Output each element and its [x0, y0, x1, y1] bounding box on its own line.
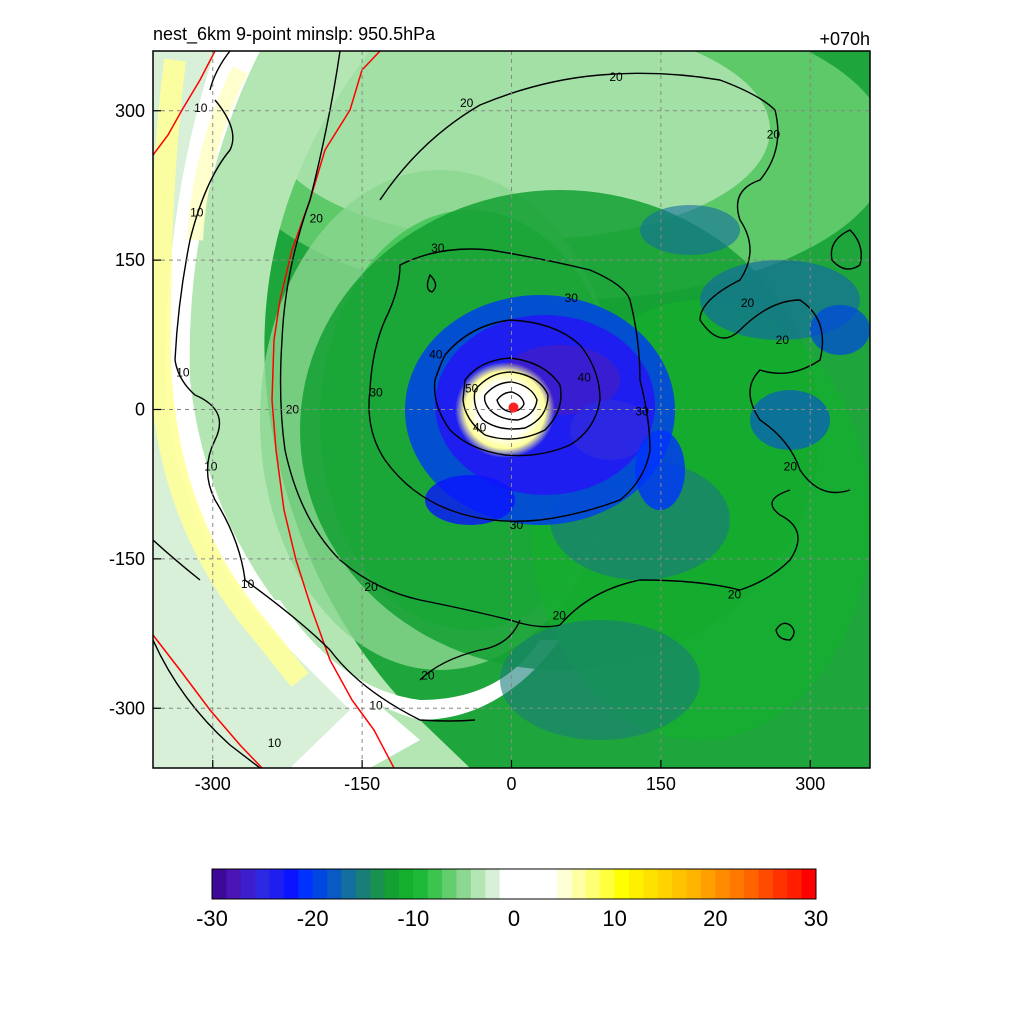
- contour-label-0: 10: [194, 101, 208, 115]
- colorbar-swatch-28: [614, 869, 630, 899]
- y-tick-label-0: 300: [115, 101, 145, 121]
- colorbar-swatch-27: [600, 869, 616, 899]
- contour-label-20: 30: [565, 291, 579, 305]
- colorbar-swatch-36: [729, 869, 745, 899]
- colorbar-swatch-33: [686, 869, 702, 899]
- colorbar-frame: [211, 868, 817, 900]
- colorbar-swatch-6: [298, 869, 314, 899]
- colorbar-swatch-8: [327, 869, 342, 899]
- colorbar-swatch-11: [370, 869, 386, 899]
- colorbar-swatch-35: [715, 869, 731, 899]
- colorbar-swatch-38: [758, 869, 774, 899]
- y-tick-label-2: 0: [135, 400, 145, 420]
- chart-title: nest_6km 9-point minslp: 950.5hPa: [153, 24, 436, 45]
- colorbar-swatch-37: [744, 869, 759, 899]
- contour-label-21: 30: [369, 386, 383, 400]
- storm-center-marker: [508, 402, 519, 413]
- y-tick-label-4: -300: [109, 698, 145, 718]
- colorbar-swatch-39: [772, 869, 788, 899]
- colorbar-swatch-3: [255, 869, 271, 899]
- contour-label-10: 20: [310, 211, 324, 225]
- contour-label-19: 30: [431, 241, 445, 255]
- contour-label-5: 10: [268, 736, 282, 750]
- contour-label-13: 20: [421, 668, 435, 682]
- contour-label-12: 20: [364, 580, 378, 594]
- contour-label-16: 20: [741, 296, 755, 310]
- colorbar-swatch-26: [585, 869, 601, 899]
- forecast-hour-label: +070h: [819, 29, 870, 49]
- colorbar-swatch-7: [312, 869, 328, 899]
- colorbar-swatch-16: [442, 869, 457, 899]
- contour-label-14: 20: [553, 609, 567, 623]
- colorbar-swatch-34: [700, 869, 716, 899]
- colorbar-swatch-22: [528, 869, 544, 899]
- contour-label-2: 10: [176, 366, 190, 380]
- colorbar-swatch-1: [226, 869, 242, 899]
- y-axis: 300 150 0 -150 -300: [109, 101, 161, 718]
- colorbar-swatch-2: [240, 869, 256, 899]
- colorbar-swatch-10: [355, 869, 371, 899]
- colorbar-tick-label-5: 20: [703, 906, 727, 931]
- colorbar-swatch-41: [801, 869, 817, 899]
- colorbar-tick-label-3: 0: [508, 906, 520, 931]
- colorbar-swatch-4: [269, 869, 285, 899]
- y-tick-label-3: -150: [109, 549, 145, 569]
- domain-boundary-lines: [153, 51, 395, 768]
- colorbar-swatch-0: [212, 869, 227, 899]
- contour-label-25: 40: [473, 420, 487, 434]
- colorbar-swatch-18: [470, 869, 486, 899]
- heatmap-field: [153, 51, 870, 768]
- x-tick-label-1: -150: [344, 774, 380, 794]
- contour-label-26: 40: [578, 371, 592, 385]
- contour-label-7: 20: [460, 96, 474, 110]
- colorbar-swatch-19: [485, 869, 501, 899]
- contour-label-22: 30: [635, 404, 649, 418]
- colorbar-swatch-17: [456, 869, 472, 899]
- colorbar-swatch-14: [413, 869, 429, 899]
- colorbar-swatch-40: [787, 869, 803, 899]
- colorbar-swatch-24: [557, 869, 573, 899]
- y-tick-label-1: 150: [115, 250, 145, 270]
- colorbar-tick-label-2: -10: [397, 906, 429, 931]
- contour-label-18: 20: [784, 459, 798, 473]
- contour-label-27: 50: [465, 382, 479, 396]
- contour-labels: 1010101010101020202020202020202020202030…: [176, 70, 798, 750]
- contour-label-3: 10: [204, 459, 218, 473]
- colorbar-swatch-25: [571, 869, 587, 899]
- colorbar-swatch-15: [427, 869, 443, 899]
- colorbar-tick-labels: -30 -20 -10 0 10 20 30: [196, 906, 828, 931]
- contour-label-8: 20: [609, 70, 623, 84]
- contour-label-1: 10: [190, 205, 204, 219]
- contour-label-15: 20: [728, 588, 742, 602]
- contour-label-4: 10: [241, 577, 255, 591]
- contour-label-17: 20: [776, 333, 790, 347]
- colorbar-swatch-23: [542, 869, 558, 899]
- contour-label-9: 20: [767, 128, 781, 142]
- colorbar-swatch-5: [283, 869, 299, 899]
- colorbar-swatch-30: [643, 869, 659, 899]
- x-tick-label-2: 0: [506, 774, 516, 794]
- colorbar-tick-label-6: 30: [804, 906, 828, 931]
- contour-label-24: 40: [429, 348, 443, 362]
- colorbar-swatch-20: [499, 869, 515, 899]
- colorbar: [211, 868, 817, 900]
- x-axis: -300 -150 0 150 300: [195, 760, 825, 794]
- contour-lines: [153, 51, 862, 768]
- colorbar-tick-label-1: -20: [297, 906, 329, 931]
- colorbar-swatch-9: [341, 869, 357, 899]
- colorbar-tick-label-4: 10: [602, 906, 626, 931]
- colorbar-swatch-13: [398, 869, 414, 899]
- x-tick-label-4: 300: [795, 774, 825, 794]
- colorbar-swatch-12: [384, 869, 400, 899]
- colorbar-swatch-29: [629, 869, 644, 899]
- colorbar-tick-label-0: -30: [196, 906, 228, 931]
- colorbar-swatch-32: [672, 869, 688, 899]
- colorbar-swatch-21: [514, 869, 529, 899]
- x-tick-label-0: -300: [195, 774, 231, 794]
- contour-label-6: 10: [369, 698, 383, 712]
- x-tick-label-3: 150: [646, 774, 676, 794]
- colorbar-swatch-31: [657, 869, 673, 899]
- contour-label-23: 30: [510, 518, 524, 532]
